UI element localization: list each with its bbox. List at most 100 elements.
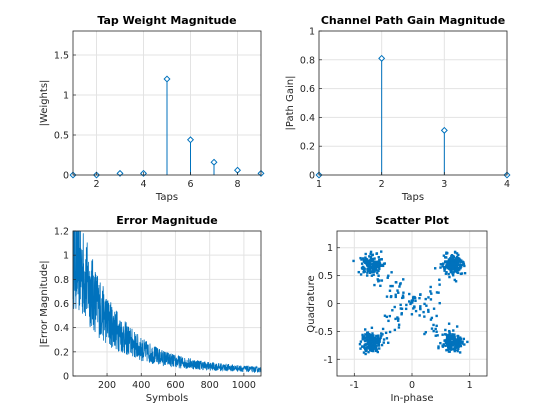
scatter-point — [447, 343, 450, 346]
scatter-point — [447, 336, 450, 339]
scatter-point — [454, 348, 457, 351]
scatter-point — [452, 329, 455, 332]
scatter-point — [362, 260, 366, 263]
scatter-point — [434, 327, 437, 331]
scatter-point — [435, 324, 438, 328]
scatter-point — [446, 260, 449, 263]
scatter-point — [407, 300, 411, 303]
scatter-point — [443, 266, 446, 269]
scatter-point — [419, 307, 422, 310]
path-ytick-label: 0 — [309, 171, 315, 182]
path-stem-marker — [378, 54, 386, 62]
scatter-point — [369, 255, 373, 259]
scatter-point — [378, 340, 381, 343]
tap-weight-panel: Tap Weight Magnitude Taps |Weights| 2 4 6 8… — [39, 14, 265, 203]
scatter-point — [381, 327, 385, 331]
scatter-point — [427, 308, 430, 312]
scatter-point — [453, 349, 456, 353]
scatter-point — [364, 256, 367, 259]
scatter-point — [375, 348, 378, 351]
scatter-point — [366, 336, 370, 339]
scatter-point — [457, 339, 460, 343]
scatter-point — [449, 347, 453, 350]
scatter-point — [423, 302, 426, 306]
scatter-point — [445, 336, 449, 340]
scatter-point — [449, 256, 452, 260]
scatter-point — [446, 264, 449, 268]
scatter-point — [460, 259, 463, 262]
scatter-point — [377, 334, 380, 337]
error-magnitude-ylabel: |Error Magnitude| — [39, 260, 50, 347]
scatter-point — [372, 267, 375, 270]
scatter-point — [429, 298, 433, 301]
scatter-point — [368, 261, 371, 264]
scatter-point — [455, 268, 458, 271]
scatter-point — [422, 310, 425, 314]
scatter-point — [399, 282, 402, 285]
scatter-point — [445, 349, 448, 352]
scatter-point — [459, 265, 463, 268]
scatter-point — [451, 333, 454, 336]
scatter-point — [365, 336, 368, 339]
scatter-point — [380, 258, 383, 261]
scatter-point — [446, 263, 449, 266]
scatter-point — [412, 307, 415, 310]
scatter-point — [370, 326, 374, 329]
scatter-point — [451, 342, 455, 345]
scatter-point — [360, 262, 364, 265]
scatter-point — [382, 262, 386, 266]
scatter-point — [450, 258, 453, 262]
scatter-plot-ylabel: Quadrature — [306, 275, 317, 332]
scatter-point — [359, 273, 363, 276]
tap-axes-box — [72, 30, 262, 176]
scatter-point — [430, 292, 433, 295]
scatter-point — [368, 269, 371, 273]
scatter-point — [380, 250, 383, 253]
scatter-point — [454, 343, 457, 347]
scatter-point — [444, 344, 447, 347]
scatter-point — [410, 313, 414, 316]
scatter-point — [455, 258, 458, 262]
path-xtick-label: 2 — [379, 179, 385, 190]
scatter-point — [423, 332, 426, 336]
scatter-point — [456, 340, 459, 343]
scatter-point — [412, 295, 415, 299]
scatter-point — [365, 258, 369, 261]
scatter-point — [364, 352, 367, 356]
scatter-point — [377, 280, 380, 283]
scatter-point — [452, 257, 455, 260]
scatter-point — [451, 343, 455, 346]
scatter-point — [367, 259, 371, 263]
scatter-xtick-label: -1 — [350, 380, 359, 391]
scatter-point — [439, 266, 442, 269]
scatter-point — [358, 342, 362, 346]
path-xtick-label: 3 — [441, 179, 447, 190]
scatter-point — [387, 274, 390, 277]
scatter-point — [366, 267, 370, 270]
scatter-point — [456, 261, 459, 264]
scatter-point — [414, 299, 417, 303]
err-series-line — [72, 230, 262, 374]
scatter-point — [424, 331, 427, 334]
scatter-point — [375, 252, 378, 255]
tap-xtick-label: 8 — [234, 179, 240, 190]
scatter-point — [360, 345, 364, 348]
scatter-point — [393, 305, 396, 309]
scatter-point — [368, 349, 372, 352]
scatter-point — [435, 291, 439, 294]
scatter-point — [410, 299, 414, 302]
path-stem-marker — [440, 126, 448, 134]
scatter-point — [459, 344, 463, 348]
scatter-point — [387, 341, 390, 344]
scatter-point — [447, 322, 451, 325]
scatter-point — [388, 314, 391, 318]
err-ytick-label: 1.2 — [54, 227, 69, 238]
scatter-point — [439, 341, 442, 345]
scatter-point — [400, 307, 404, 310]
scatter-point — [366, 342, 370, 346]
scatter-point — [385, 337, 389, 340]
scatter-point — [419, 293, 422, 296]
tap-ytick-label: 0.5 — [54, 131, 69, 142]
scatter-point — [458, 258, 462, 261]
tap-xtick-label: 6 — [187, 179, 193, 190]
